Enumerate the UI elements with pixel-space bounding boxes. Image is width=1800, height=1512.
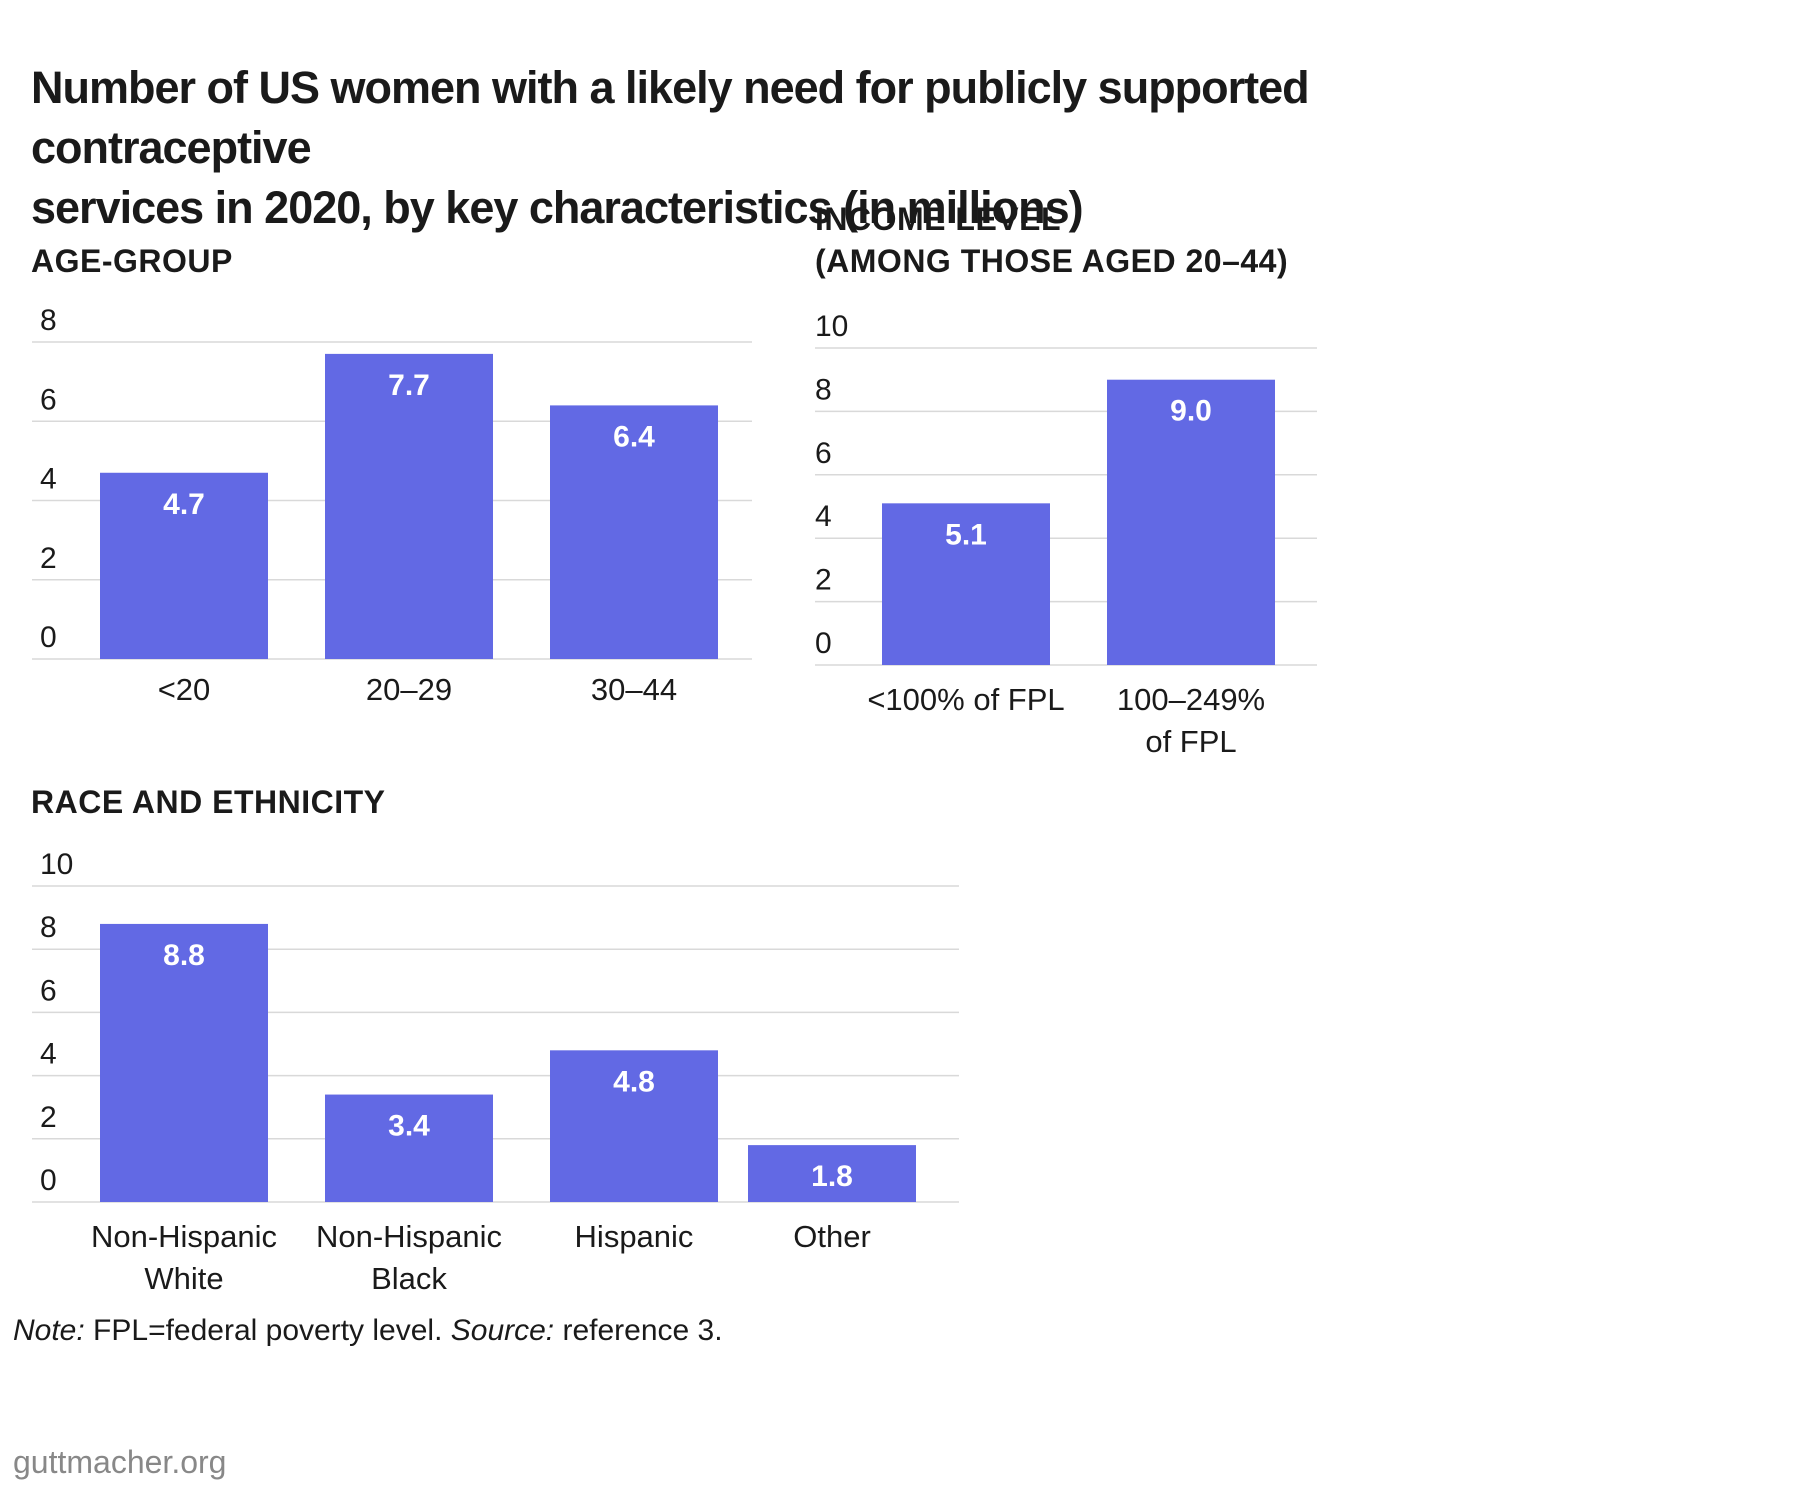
footnote-note-text: FPL=federal poverty level. (84, 1314, 451, 1347)
x-category-label: 100–249% (1117, 682, 1265, 717)
chart-title: Number of US women with a likely need fo… (31, 58, 1411, 238)
y-tick-label: 8 (815, 373, 832, 406)
panel-title-line: AGE-GROUP (31, 243, 233, 279)
x-category-label: Black (371, 1261, 447, 1296)
x-category-label: Non-Hispanic (316, 1219, 502, 1254)
x-category-label: White (144, 1261, 223, 1296)
y-tick-label: 4 (40, 1038, 57, 1071)
footnote-source-text: reference 3. (554, 1314, 723, 1347)
bar (882, 503, 1050, 665)
bar-value-label: 4.7 (163, 488, 205, 521)
bar-value-label: 5.1 (945, 518, 987, 551)
x-category-label: Other (793, 1219, 871, 1254)
footnote-note-label: Note: (13, 1314, 85, 1347)
y-tick-label: 2 (40, 542, 57, 575)
income-level-panel-title: INCOME LEVEL (AMONG THOSE AGED 20–44) (815, 198, 1288, 282)
x-category-label: 30–44 (591, 672, 677, 707)
y-tick-label: 8 (40, 911, 57, 944)
y-tick-label: 0 (40, 621, 57, 654)
bar (100, 923, 268, 1202)
age-group-panel-title: AGE-GROUP (31, 240, 233, 282)
age-group-chart: 0 2 4 6 8 4.7 7.7 6.4 <20 20–29 30–44 (32, 304, 752, 707)
y-tick-label: 0 (40, 1164, 57, 1197)
y-tick-label: 4 (40, 463, 57, 496)
x-category-label: Non-Hispanic (91, 1219, 277, 1254)
chart-title-line: Number of US women with a likely need fo… (31, 62, 1310, 173)
source-url: guttmacher.org (13, 1444, 227, 1480)
x-category-label: <100% of FPL (867, 682, 1064, 717)
panel-title-line: (AMONG THOSE AGED 20–44) (815, 243, 1289, 279)
panel-title-line: RACE AND ETHNICITY (31, 784, 386, 820)
y-tick-label: 4 (815, 500, 832, 533)
bar (325, 1094, 493, 1202)
y-tick-label: 10 (815, 310, 848, 343)
bar (325, 353, 493, 659)
y-tick-label: 6 (40, 974, 57, 1007)
x-category-label: of FPL (1145, 724, 1236, 759)
x-category-label: <20 (158, 672, 211, 707)
bar-value-label: 1.8 (811, 1160, 853, 1193)
bar (100, 472, 268, 659)
bar (550, 405, 718, 659)
bar (550, 1050, 718, 1202)
race-ethnicity-panel-title: RACE AND ETHNICITY (31, 781, 385, 823)
x-category-label: Hispanic (575, 1219, 694, 1254)
income-level-chart: 0 2 4 6 8 10 5.1 9.0 <100% of FPL 100–249% of FPL (815, 310, 1317, 759)
y-tick-label: 6 (40, 383, 57, 416)
x-category-label: 20–29 (366, 672, 452, 707)
bar-value-label: 6.4 (613, 420, 655, 453)
footnote-source-label: Source: (450, 1314, 555, 1347)
y-tick-label: 8 (40, 304, 57, 337)
race-ethnicity-chart: 0 2 4 6 8 10 8.8 3.4 4.8 1.8 Non-Hispanic White Non-… (32, 848, 959, 1296)
y-tick-label: 6 (815, 437, 832, 470)
bar-value-label: 4.8 (613, 1065, 655, 1098)
bar (1107, 379, 1275, 665)
bar-value-label: 8.8 (163, 939, 205, 972)
panel-title-line: INCOME LEVEL (815, 201, 1062, 237)
bar (748, 1145, 916, 1202)
bar-value-label: 9.0 (1170, 395, 1212, 428)
footnote: Note: FPL=federal poverty level. Source:… (13, 1314, 723, 1348)
y-tick-label: 0 (815, 627, 832, 660)
bar-value-label: 7.7 (388, 369, 430, 402)
bar-value-label: 3.4 (388, 1110, 430, 1143)
y-tick-label: 2 (815, 564, 832, 597)
y-tick-label: 2 (40, 1101, 57, 1134)
chart-title-line: services in 2020, by key characteristics… (31, 182, 1084, 233)
y-tick-label: 10 (40, 848, 73, 881)
